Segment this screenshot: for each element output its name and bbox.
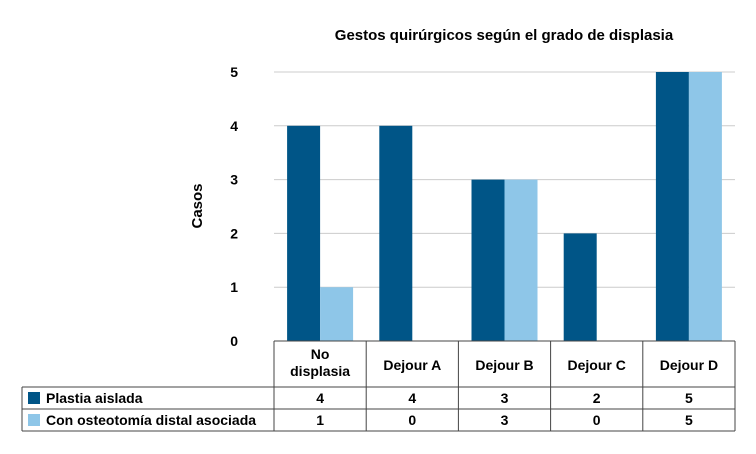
bars xyxy=(287,72,722,341)
x-tick-label: Dejour B xyxy=(475,357,533,373)
bar-plastia-1 xyxy=(379,125,413,341)
x-tick-label: No displasia xyxy=(290,346,350,379)
table-cell: 1 xyxy=(316,412,324,428)
table-cell: 4 xyxy=(316,390,324,406)
table-cell: 2 xyxy=(593,390,601,406)
data-table: No displasia Dejour A Dejour B Dejour C Dejou… xyxy=(21,340,736,432)
legend-swatch-0 xyxy=(28,392,40,404)
y-tick-label: 3 xyxy=(230,172,238,188)
y-tick-label: 1 xyxy=(230,279,238,295)
table-cell: 3 xyxy=(501,412,509,428)
y-axis-label: Casos xyxy=(189,183,206,228)
bar-plastia-3 xyxy=(563,233,597,341)
table-cell: 5 xyxy=(685,412,693,428)
table-cell: 3 xyxy=(501,390,509,406)
x-tick-label: Dejour D xyxy=(660,357,718,373)
bar-osteotomia-2 xyxy=(504,179,538,341)
y-axis-ticks: 0 1 2 3 4 5 xyxy=(230,64,238,349)
y-tick-label: 4 xyxy=(230,118,238,134)
bar-plastia-2 xyxy=(471,179,505,341)
y-tick-label: 5 xyxy=(230,64,238,80)
chart-title: Gestos quirúrgicos según el grado de dis… xyxy=(335,27,674,44)
legend-label-0: Plastia aislada xyxy=(46,390,143,406)
legend-swatch-1 xyxy=(28,414,40,426)
table-cell: 4 xyxy=(408,390,416,406)
x-tick-label: Dejour A xyxy=(383,357,441,373)
bar-plastia-4 xyxy=(655,72,689,341)
y-tick-label: 0 xyxy=(230,333,238,349)
table-cell: 0 xyxy=(408,412,416,428)
y-tick-label: 2 xyxy=(230,225,238,241)
legend-label-1: Con osteotomía distal asociada xyxy=(46,412,256,428)
table-cell: 5 xyxy=(685,390,693,406)
table-cell: 0 xyxy=(593,412,601,428)
bar-plastia-0 xyxy=(287,125,321,341)
x-tick-label: Dejour C xyxy=(568,357,626,373)
bar-osteotomia-0 xyxy=(320,287,354,341)
bar-osteotomia-4 xyxy=(688,72,722,341)
